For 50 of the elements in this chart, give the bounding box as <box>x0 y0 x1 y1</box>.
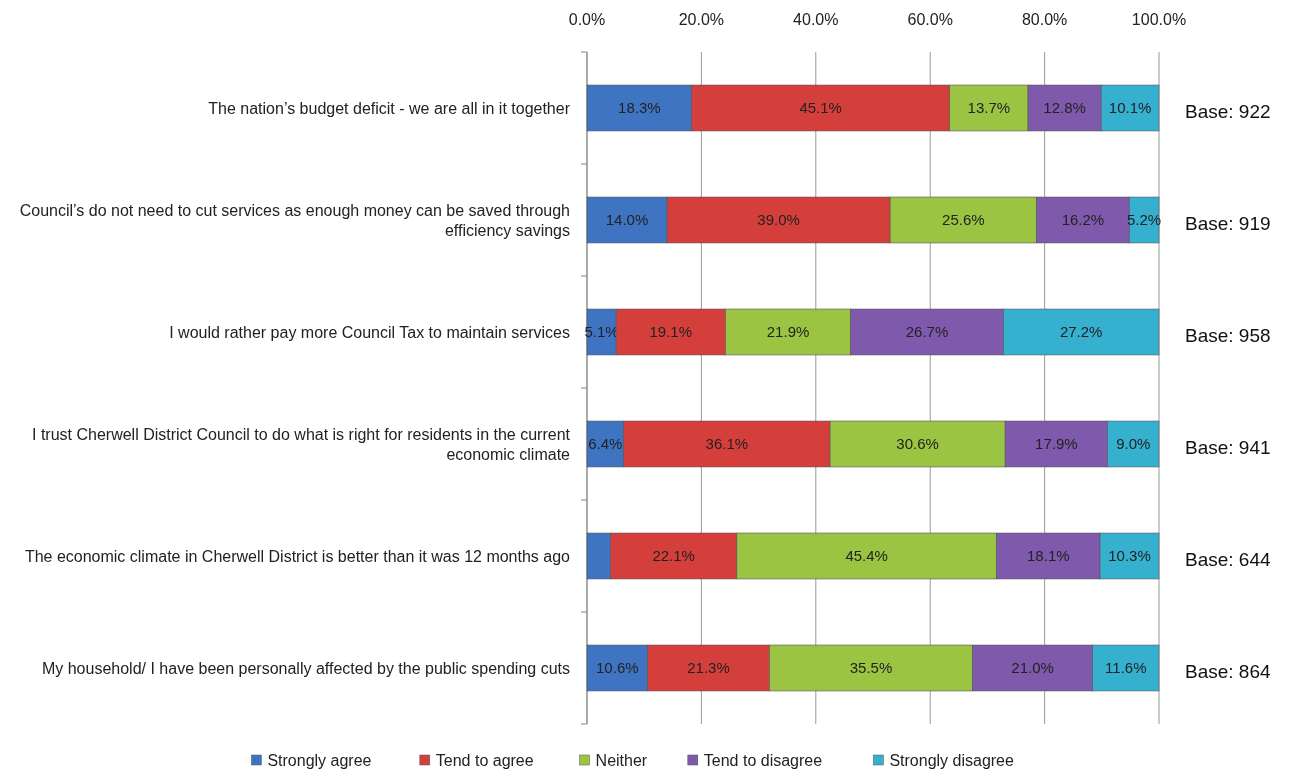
data-label: 16.2% <box>1061 211 1105 229</box>
legend-label: Tend to agree <box>435 751 534 769</box>
x-tick-label: 0.0% <box>568 11 606 28</box>
data-label: 21.9% <box>766 323 810 341</box>
data-label: 36.1% <box>705 435 749 453</box>
text: Base: 958 <box>1185 324 1271 346</box>
data-label: 45.4% <box>845 547 888 565</box>
data-label: 19.1% <box>649 323 693 341</box>
data-label: 11.6% <box>1105 659 1147 677</box>
data-label: 12.8% <box>1043 99 1086 117</box>
data-label: 39.0% <box>757 211 800 229</box>
data-label: 27.2% <box>1059 323 1103 341</box>
legend-label: Neither <box>595 751 648 769</box>
x-tick-label: 100.0% <box>1131 11 1187 28</box>
y-tick-label: I would rather pay more Council Tax to maintain services <box>169 323 570 341</box>
y-tick-label: I trust Cherwell District Council to do what is right for residents in the current economic climate <box>32 425 571 463</box>
data-label: 45.1% <box>799 99 842 117</box>
y-tick-label: Council’s do not need to cut services as enough money can be saved through efficiency savings <box>19 201 570 239</box>
data-label: 18.1% <box>1027 547 1070 565</box>
data-label: 21.0% <box>1011 659 1054 677</box>
data-label: 26.7% <box>905 323 949 341</box>
data-label: 21.3% <box>687 659 730 677</box>
legend-label: Tend to disagree <box>703 751 823 769</box>
data-label: 10.6% <box>596 659 639 677</box>
data-label: 13.7% <box>967 99 1011 117</box>
data-label: 9.0% <box>1116 435 1151 453</box>
legend-label: Strongly disagree <box>889 751 1015 769</box>
data-label: 22.1% <box>652 547 695 565</box>
data-label: 18.3% <box>618 99 661 117</box>
x-tick-label: 40.0% <box>793 11 839 28</box>
legend-label: Strongly agree <box>267 751 372 769</box>
data-label: 10.3% <box>1108 547 1151 565</box>
y-tick-label: The economic climate in Cherwell District is better than it was 12 months ago <box>24 547 571 565</box>
data-label: 6.4% <box>588 435 623 453</box>
data-label: 25.6% <box>942 211 985 229</box>
text: Base: 864 <box>1185 660 1271 682</box>
x-tick-label: 60.0% <box>907 11 953 28</box>
x-tick-label: 20.0% <box>678 11 725 28</box>
data-label: 35.5% <box>849 659 893 677</box>
text: Base: 941 <box>1185 436 1271 458</box>
data-label: 10.1% <box>1108 99 1152 117</box>
x-tick-label: 80.0% <box>1021 11 1068 28</box>
data-label: 30.6% <box>896 435 939 453</box>
y-tick-label: My household/ I have been personally affected by the public spending cuts <box>41 659 570 677</box>
text: Base: 644 <box>1185 548 1271 570</box>
text: Base: 919 <box>1185 212 1271 234</box>
data-label: 14.0% <box>605 211 649 229</box>
text: Base: 922 <box>1185 100 1271 122</box>
y-tick-label: The nation’s budget deficit - we are all in it together <box>208 99 571 117</box>
data-label: 17.9% <box>1035 435 1078 453</box>
